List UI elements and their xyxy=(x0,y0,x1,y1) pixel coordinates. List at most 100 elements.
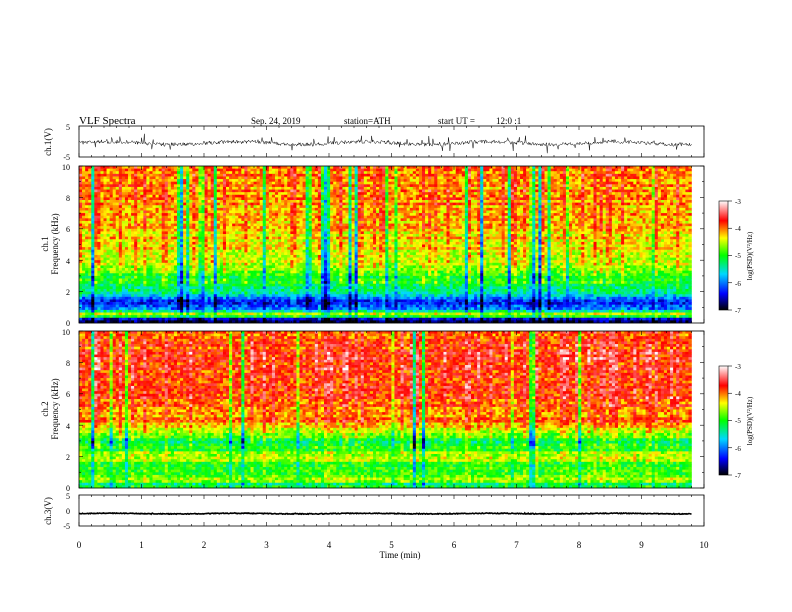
ch1-spectrogram-cell xyxy=(208,182,211,185)
ch1-spectrogram-cell xyxy=(254,197,257,200)
ch1-spectrogram-cell xyxy=(134,182,137,185)
ch1-spectrogram-cell xyxy=(486,221,489,224)
ch1-spectrogram-cell xyxy=(636,195,639,198)
ch1-spectrogram-cell xyxy=(186,200,189,203)
ch1-spectrogram-cell xyxy=(649,179,652,182)
ch1-spectrogram-cell xyxy=(526,205,529,208)
ch1-spectrogram-cell xyxy=(315,184,318,187)
ch1-spectrogram-cell xyxy=(517,182,520,185)
ch1-spectrogram-cell xyxy=(419,218,422,221)
ch1-spectrogram-cell xyxy=(566,174,569,177)
ch1-spectrogram-cell xyxy=(639,218,642,221)
ch1-spectrogram-cell xyxy=(110,169,113,172)
ch1-spectrogram-cell xyxy=(303,197,306,200)
ch1-spectrogram-cell xyxy=(520,187,523,190)
ch1-spectrogram-cell xyxy=(339,179,342,182)
ch1-spectrogram-cell xyxy=(499,218,502,221)
ch1-spectrogram-cell xyxy=(545,203,548,206)
ch1-spectrogram-cell xyxy=(269,182,272,185)
ch1-spectrogram-cell xyxy=(312,226,315,229)
ch1-spectrogram-cell xyxy=(208,166,211,169)
ch1-spectrogram-cell xyxy=(578,226,581,229)
ch1-spectrogram-cell xyxy=(652,182,655,185)
ch1-spectrogram-cell xyxy=(159,221,162,224)
ch1-spectrogram-cell xyxy=(450,176,453,179)
ch1-spectrogram-cell xyxy=(474,179,477,182)
ch1-spectrogram-cell xyxy=(205,195,208,198)
ch1-spectrogram-cell xyxy=(296,195,299,198)
ch1-spectrogram-cell xyxy=(520,179,523,182)
ch1-spectrogram-cell xyxy=(345,195,348,198)
station-label: station=ATH xyxy=(344,116,391,126)
ch1-spectrogram-cell xyxy=(100,195,103,198)
ch1-spectrogram-cell xyxy=(134,184,137,187)
ch1-spectrogram-cell xyxy=(82,203,85,206)
ch1-spectrogram-cell xyxy=(296,184,299,187)
ch1-spectrogram-cell xyxy=(682,187,685,190)
ch1-spectrogram-cell xyxy=(88,208,91,211)
ch1-spectrogram-cell xyxy=(254,171,257,174)
ch1-spectrogram-cell xyxy=(195,171,198,174)
ch1-spectrogram-cell xyxy=(373,166,376,169)
ch1-spectrogram-cell xyxy=(560,171,563,174)
ch1-spectrogram-cell xyxy=(548,197,551,200)
ch1-spectrogram-cell xyxy=(379,166,382,169)
ch1-spectrogram-cell xyxy=(667,205,670,208)
ch1-spectrogram-cell xyxy=(324,182,327,185)
ch1-spectrogram-cell xyxy=(156,192,159,195)
ch1-spectrogram-cell xyxy=(263,205,266,208)
ch1-spectrogram-cell xyxy=(189,166,192,169)
ch1-spectrogram-cell xyxy=(410,197,413,200)
ch1-spectrogram-cell xyxy=(107,197,110,200)
ch1-spectrogram-cell xyxy=(220,166,223,169)
ch1-spectrogram-cell xyxy=(195,229,198,232)
ch1-spectrogram-cell xyxy=(321,200,324,203)
ch1-spectrogram-cell xyxy=(254,195,257,198)
ch1-spectrogram-cell xyxy=(300,224,303,227)
ch1-spectrogram-cell xyxy=(107,203,110,206)
ch1-spectrogram-cell xyxy=(590,200,593,203)
ch1-spectrogram-cell xyxy=(413,205,416,208)
ch1-spectrogram-cell xyxy=(673,174,676,177)
ch1-spectrogram-cell xyxy=(342,166,345,169)
ch1-spectrogram-cell xyxy=(609,166,612,169)
ch1-spectrogram-cell xyxy=(275,179,278,182)
ch1-spectrogram-cell xyxy=(330,208,333,211)
ch1-spectrogram-cell xyxy=(434,166,437,169)
ch1-spectrogram-cell xyxy=(180,216,183,219)
ch1-spectrogram-cell xyxy=(468,187,471,190)
ch1-spectrogram-cell xyxy=(202,187,205,190)
ch1-spectrogram-cell xyxy=(453,205,456,208)
ch1-spectrogram-cell xyxy=(652,200,655,203)
ch1-spectrogram-cell xyxy=(679,184,682,187)
ch1-spectrogram-cell xyxy=(594,195,597,198)
ch1-spectrogram-cell xyxy=(554,169,557,172)
ch1-spectrogram-cell xyxy=(88,184,91,187)
ch1-spectrogram-cell xyxy=(137,213,140,216)
ch1-spectrogram-cell xyxy=(260,197,263,200)
ch1-spectrogram-cell xyxy=(318,208,321,211)
ch1-spectrogram-cell xyxy=(526,187,529,190)
ch1-spectrogram-cell xyxy=(91,184,94,187)
ch1-spectrogram-cell xyxy=(676,190,679,193)
ch1-spectrogram-cell xyxy=(119,190,122,193)
ch1-spectrogram-cell xyxy=(370,184,373,187)
ch1-spectrogram-cell xyxy=(116,210,119,213)
ch1-spectrogram-cell xyxy=(499,200,502,203)
ch1-spectrogram-cell xyxy=(333,218,336,221)
ch1-spectrogram-cell xyxy=(670,174,673,177)
ch1-spectrogram-cell xyxy=(327,216,330,219)
ch1-spectrogram-cell xyxy=(140,200,143,203)
ch1-spectrogram-cell xyxy=(578,210,581,213)
ch1-spectrogram-cell xyxy=(324,221,327,224)
ch1-spectrogram-cell xyxy=(100,176,103,179)
ch1-spectrogram-cell xyxy=(281,213,284,216)
ch1-spectrogram-cell xyxy=(312,210,315,213)
ch1-spectrogram-cell xyxy=(639,216,642,219)
ch1-spectrogram-cell xyxy=(578,218,581,221)
ch1-spectrogram-cell xyxy=(272,190,275,193)
ch1-spectrogram-cell xyxy=(538,182,541,185)
ch1-spectrogram-cell xyxy=(541,192,544,195)
ch1-spectrogram-cell xyxy=(379,216,382,219)
ch1-spectrogram-cell xyxy=(220,197,223,200)
